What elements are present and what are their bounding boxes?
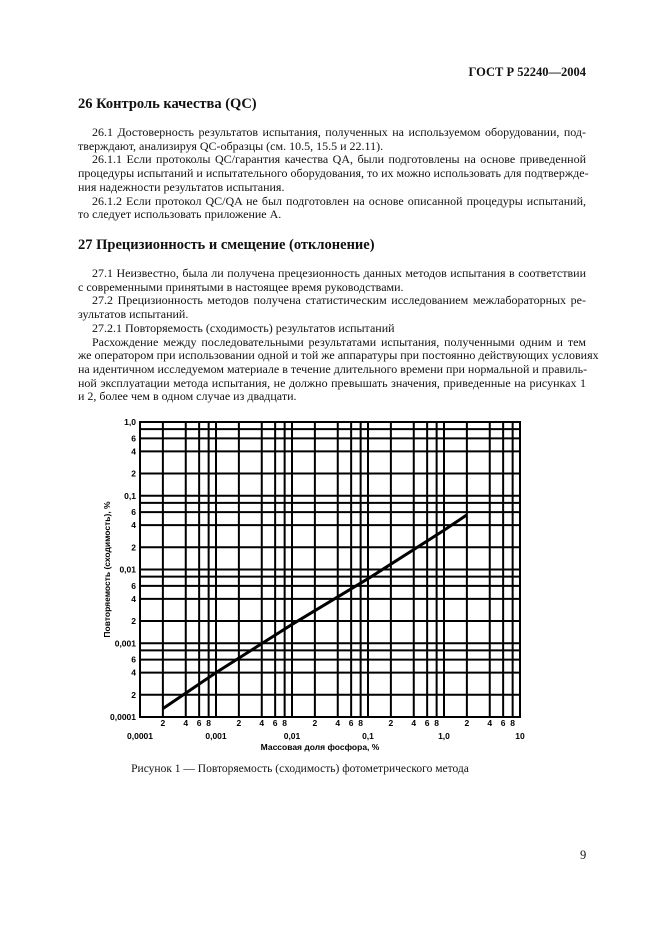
x-minor-tick-label: 2	[313, 718, 318, 728]
y-minor-tick-label: 4	[131, 520, 136, 530]
text-line: тверждают, анализируя QC-образцы (см. 10…	[78, 138, 384, 153]
text-line: ния надежности результатов испытания.	[78, 179, 285, 194]
series-line	[162, 513, 468, 710]
text-line: 26.1.2 Если протокол QC/QA не был подгот…	[92, 193, 586, 208]
x-tick-label: 0,0001	[127, 731, 153, 741]
x-tick-label: 1,0	[438, 731, 450, 741]
text-line: Расхождение между последовательными резу…	[92, 334, 586, 349]
x-tick-label: 0,01	[284, 731, 301, 741]
x-minor-tick-label: 2	[465, 718, 470, 728]
y-minor-tick-label: 2	[131, 616, 136, 626]
figure-caption: Рисунок 1 — Повторяемость (сходимость) ф…	[131, 763, 469, 775]
x-minor-tick-label: 2	[237, 718, 242, 728]
text-line: 26.1 Достоверность результатов испытания…	[92, 125, 586, 139]
x-minor-tick-label: 8	[358, 718, 363, 728]
y-minor-tick-label: 6	[131, 507, 136, 517]
document-header: ГОСТ Р 52240—2004	[468, 65, 586, 79]
y-axis-label: Повторяемость (сходимость), %	[102, 501, 112, 638]
x-tick-label: 0,1	[362, 731, 374, 741]
text-line: на идентичном исследуемом материале в те…	[78, 361, 588, 376]
text-line: зультатов испытаний.	[78, 307, 189, 322]
text-line: с современными принятыми в настоящее вре…	[78, 279, 404, 294]
y-minor-tick-label: 6	[131, 655, 136, 665]
text-line: 26.1.1 Если протоколы QC/гарантия качест…	[92, 152, 586, 167]
y-tick-label: 0,0001	[110, 712, 136, 722]
y-tick-label: 1,0	[124, 417, 136, 427]
x-minor-tick-label: 6	[425, 718, 430, 728]
text-line: и 2, более чем в одном случае из двадцат…	[78, 389, 297, 404]
y-minor-tick-label: 6	[131, 433, 136, 443]
x-minor-tick-label: 4	[259, 718, 264, 728]
x-minor-tick-label: 4	[487, 718, 492, 728]
x-minor-tick-label: 8	[434, 718, 439, 728]
y-minor-tick-label: 2	[131, 542, 136, 552]
x-minor-tick-label: 2	[389, 718, 394, 728]
x-minor-tick-label: 6	[349, 718, 354, 728]
page-number: 9	[580, 848, 587, 862]
x-minor-tick-label: 4	[335, 718, 340, 728]
x-axis-label: Массовая доля фосфора, %	[261, 742, 380, 752]
y-minor-tick-label: 6	[131, 581, 136, 591]
x-minor-tick-label: 8	[206, 718, 211, 728]
x-minor-tick-label: 8	[510, 718, 515, 728]
text-line: 27.2.1 Повторяемость (сходимость) резуль…	[92, 320, 395, 335]
x-minor-tick-label: 6	[273, 718, 278, 728]
y-minor-tick-label: 4	[131, 594, 136, 604]
y-tick-label: 0,001	[115, 638, 137, 648]
y-minor-tick-label: 4	[131, 668, 136, 678]
y-minor-tick-label: 4	[131, 446, 136, 456]
plot-frame	[139, 421, 521, 718]
text-line: ной эксплуатации метода испытания, не до…	[78, 375, 586, 390]
section-27-heading: 27 Прецизионность и смещение (отклонение…	[78, 237, 375, 253]
y-minor-tick-label: 2	[131, 469, 136, 479]
y-tick-label: 0,1	[124, 491, 136, 501]
x-tick-label: 10	[515, 731, 525, 741]
section-26-heading: 26 Контроль качества (QC)	[78, 96, 257, 112]
x-minor-tick-label: 2	[161, 718, 166, 728]
y-minor-tick-label: 2	[131, 690, 136, 700]
text-line: 27.2 Прецизионность методов получена ста…	[92, 293, 586, 308]
x-tick-label: 0,001	[205, 731, 227, 741]
text-line: же оператором при использовании одной и …	[78, 348, 599, 363]
text-line: процедуры испытаний и испытательного обо…	[78, 166, 589, 181]
text-line: 27.1 Неизвестно, была ли получена прецез…	[92, 266, 586, 280]
text-line: то следует использовать приложение А.	[78, 207, 282, 222]
section-27-body: 27.1 Неизвестно, была ли получена прецез…	[78, 266, 599, 404]
x-minor-tick-label: 4	[183, 718, 188, 728]
section-26-body: 26.1 Достоверность результатов испытания…	[78, 125, 589, 222]
x-minor-tick-label: 6	[501, 718, 506, 728]
x-minor-tick-label: 6	[197, 718, 202, 728]
x-minor-tick-label: 8	[282, 718, 287, 728]
x-minor-tick-label: 4	[411, 718, 416, 728]
y-tick-label: 0,01	[119, 565, 136, 575]
